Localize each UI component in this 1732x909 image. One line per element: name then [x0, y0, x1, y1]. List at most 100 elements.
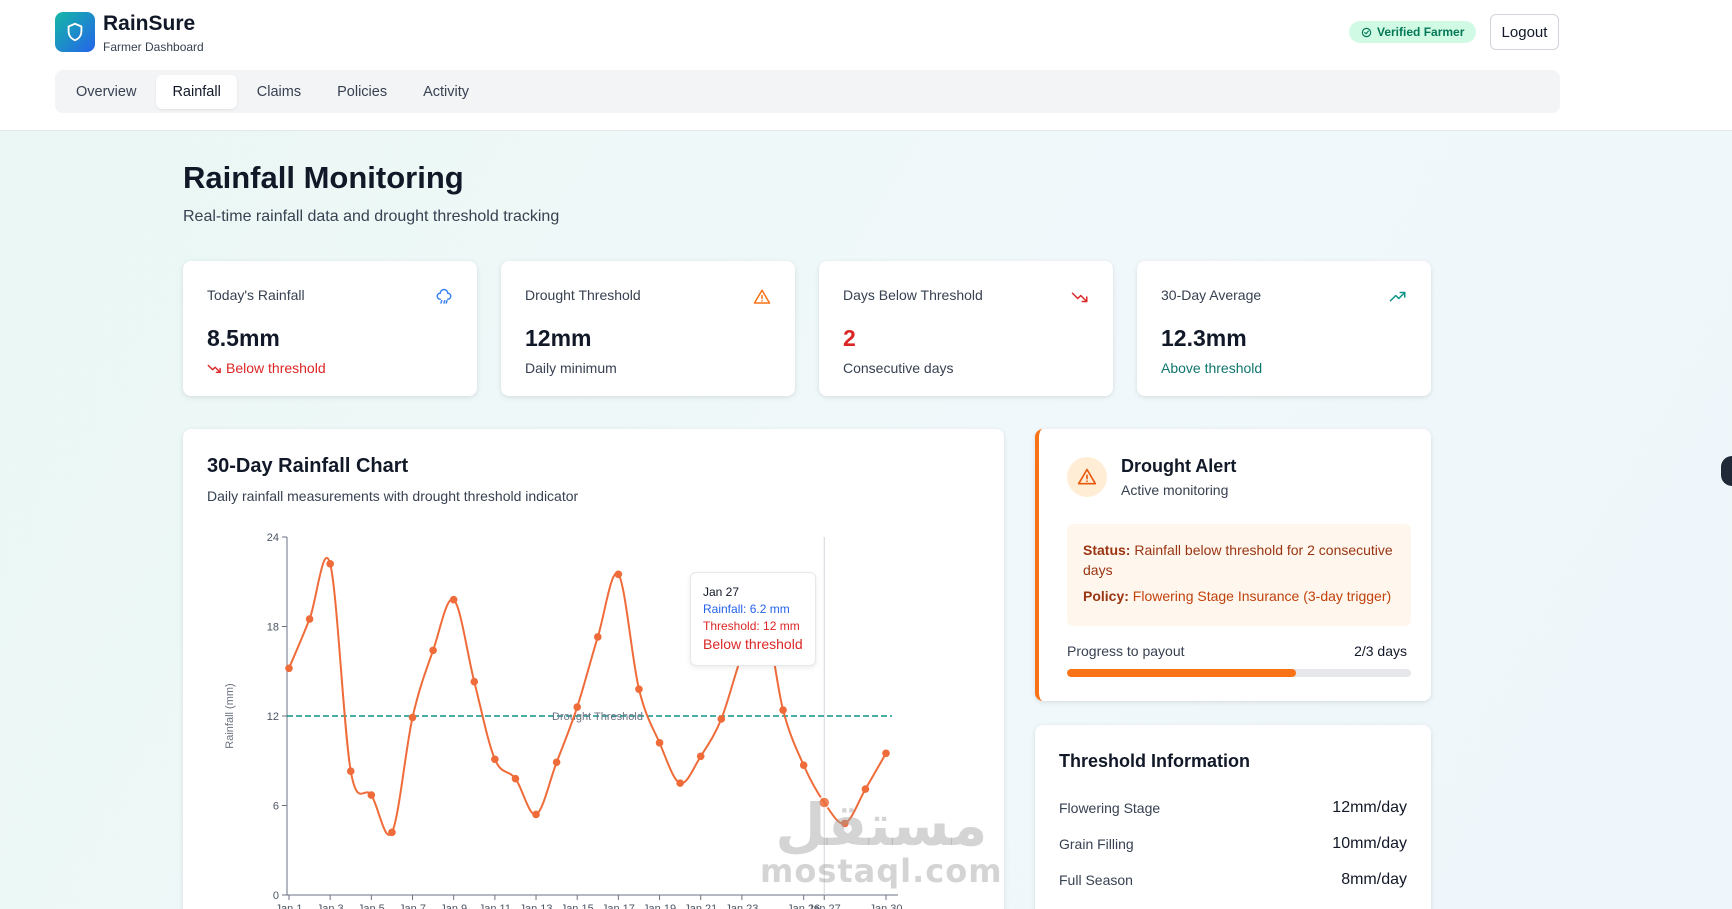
rainfall-data-point	[655, 739, 664, 747]
threshold-stage-value: 10mm/day	[1332, 835, 1407, 852]
stat-value: 8.5mm	[207, 325, 280, 351]
x-tick-label: Jan 15	[561, 903, 594, 909]
y-tick-label: 6	[273, 801, 279, 813]
rainfall-data-point	[408, 713, 417, 722]
shield-logo-icon	[55, 12, 95, 52]
alert-status-text: Rainfall below threshold for 2 consecuti…	[1083, 542, 1393, 578]
threshold-stage-value: 8mm/day	[1341, 871, 1407, 888]
y-tick-label: 0	[273, 890, 279, 902]
x-tick-label: Jan 21	[684, 903, 717, 909]
watermark-logo: مستقل mostaql.com	[760, 791, 1003, 890]
page-title: Rainfall Monitoring	[183, 160, 464, 195]
trending-down-icon	[1071, 292, 1088, 303]
alert-details: Status: Rainfall below threshold for 2 c…	[1067, 524, 1411, 626]
payout-progress-bar	[1067, 669, 1411, 677]
threshold-info-title: Threshold Information	[1059, 751, 1250, 771]
rainfall-data-point	[614, 570, 623, 579]
threshold-stage-label: Full Season	[1059, 872, 1133, 888]
alert-subtitle: Active monitoring	[1121, 482, 1229, 498]
threshold-row: Flowering Stage 12mm/day	[1059, 799, 1407, 817]
brand: RainSure Farmer Dashboard	[103, 12, 204, 54]
alert-status: Status: Rainfall below threshold for 2 c…	[1083, 540, 1395, 580]
tab-activity[interactable]: Activity	[423, 83, 469, 100]
rainfall-data-point	[779, 706, 787, 714]
rainfall-data-point	[635, 685, 643, 693]
stat-label: Days Below Threshold	[843, 287, 983, 303]
rainfall-data-point	[388, 828, 396, 837]
tab-claims[interactable]: Claims	[256, 83, 302, 100]
alert-policy: Policy: Flowering Stage Insurance (3-day…	[1083, 586, 1395, 606]
logout-button[interactable]: Logout	[1490, 14, 1559, 50]
x-tick-label: Jan 30	[869, 903, 902, 909]
stat-card-today-rainfall: Today's Rainfall 8.5mm Below threshold	[183, 261, 477, 396]
tab-rainfall[interactable]: Rainfall	[156, 74, 237, 109]
rainfall-data-point	[511, 774, 520, 783]
alert-triangle-icon	[753, 289, 771, 304]
watermark-arabic: مستقل	[775, 791, 988, 859]
x-tick-label: Jan 7	[399, 903, 426, 909]
rainfall-data-point	[552, 758, 561, 767]
drought-alert-card: Drought Alert Active monitoring Status: …	[1035, 429, 1431, 701]
progress-label: Progress to payout	[1067, 643, 1185, 659]
threshold-stage-label: Flowering Stage	[1059, 800, 1161, 816]
tooltip-threshold: Threshold: 12 mm	[703, 619, 800, 633]
threshold-label: Drought Threshold	[552, 711, 643, 723]
app-name: RainSure	[103, 12, 196, 35]
app-subtitle: Farmer Dashboard	[103, 40, 204, 54]
threshold-info-card: Threshold Information Flowering Stage 12…	[1035, 725, 1431, 909]
rainfall-data-point	[429, 646, 437, 655]
check-circle-icon	[1361, 27, 1372, 37]
progress-value: 2/3 days	[1354, 643, 1407, 659]
trending-down-icon	[207, 364, 221, 373]
stat-card-30-day-average: 30-Day Average 12.3mm Above threshold	[1137, 261, 1431, 396]
chart-subtitle: Daily rainfall measurements with drought…	[207, 488, 579, 504]
rainfall-data-point	[305, 615, 314, 623]
rainfall-data-point	[326, 560, 334, 568]
payout-progress-fill	[1067, 669, 1297, 677]
rainfall-data-point	[696, 752, 705, 761]
rainfall-data-point	[717, 715, 726, 723]
stat-label: Today's Rainfall	[207, 287, 305, 303]
x-tick-label: Jan 1	[276, 903, 303, 909]
stat-note: Consecutive days	[843, 360, 954, 376]
stat-value: 2	[843, 325, 856, 351]
rainfall-data-point	[841, 819, 849, 828]
x-tick-label: Jan 23	[725, 903, 758, 909]
stat-note: Below threshold	[207, 360, 453, 376]
x-tick-label: Jan 13	[520, 903, 553, 909]
rainfall-data-point	[861, 785, 870, 793]
x-tick-label: Jan 3	[317, 903, 344, 909]
tab-overview[interactable]: Overview	[76, 83, 137, 100]
y-tick-label: 12	[267, 711, 279, 723]
stat-value: 12.3mm	[1161, 325, 1247, 351]
trending-up-icon	[1389, 291, 1406, 302]
rainfall-data-point	[817, 796, 831, 809]
rainfall-data-point	[676, 779, 684, 787]
y-axis-label: Rainfall (mm)	[224, 683, 236, 748]
alert-policy-text: Flowering Stage Insurance (3-day trigger…	[1132, 588, 1392, 604]
threshold-stage-label: Grain Filling	[1059, 836, 1134, 852]
rainfall-chart-card: 30-Day Rainfall Chart Daily rainfall mea…	[183, 429, 1004, 909]
verified-badge: Verified Farmer	[1349, 21, 1477, 43]
stat-note: Daily minimum	[525, 360, 617, 376]
stat-value: 12mm	[525, 325, 592, 351]
x-tick-label: Jan 5	[358, 903, 385, 909]
app-header: RainSure Farmer Dashboard Verified Farme…	[0, 0, 1732, 131]
tooltip-date: Jan 27	[703, 585, 740, 599]
cloud-rain-icon	[436, 288, 452, 304]
rainfall-data-point	[593, 633, 602, 641]
stat-card-drought-threshold: Drought Threshold 12mm Daily minimum	[501, 261, 795, 396]
tab-policies[interactable]: Policies	[337, 83, 388, 100]
y-tick-label: 18	[267, 622, 279, 634]
rainfall-data-point	[367, 791, 376, 799]
threshold-stage-value: 12mm/day	[1332, 799, 1407, 816]
chart-title: 30-Day Rainfall Chart	[207, 455, 409, 477]
alert-title: Drought Alert	[1121, 456, 1237, 476]
alert-triangle-icon	[1067, 457, 1107, 497]
rainfall-data-point	[285, 664, 293, 673]
alert-status-label: Status:	[1083, 542, 1131, 558]
rainfall-line-chart[interactable]: 0 6 12 18 24 Rainfall (mm) Jan 1 Jan 3 Jan 5 Jan …	[183, 429, 1004, 909]
threshold-row: Grain Filling 10mm/day	[1059, 835, 1407, 853]
rainfall-data-point	[532, 810, 540, 819]
floating-help-button[interactable]	[1721, 456, 1732, 486]
